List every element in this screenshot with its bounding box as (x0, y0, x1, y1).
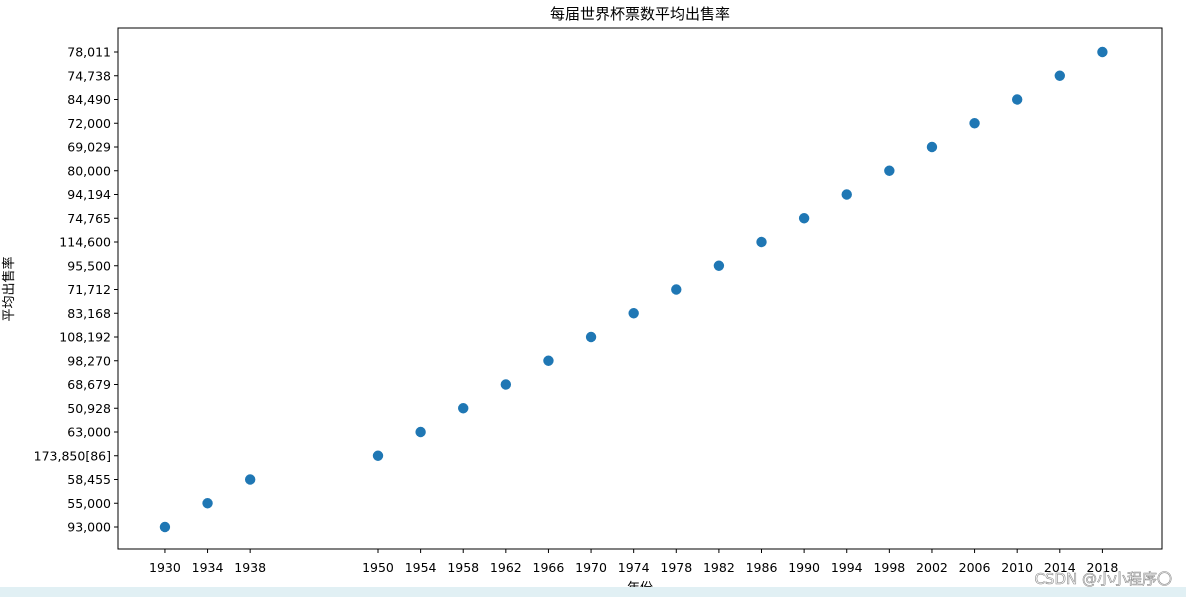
y-tick-label: 95,500 (67, 258, 111, 273)
x-tick-label: 1934 (192, 560, 224, 575)
plot-frame (117, 27, 1163, 550)
x-tick-label: 1978 (660, 560, 692, 575)
x-tick-label: 1954 (405, 560, 437, 575)
y-tick-label: 74,738 (67, 68, 111, 83)
x-tick-label: 1958 (447, 560, 479, 575)
data-point (543, 355, 554, 366)
x-tick-label: 1990 (788, 560, 820, 575)
x-axis: 1930 1934 1938 1950 1954 1958 1962 1966 1970 1974… (149, 549, 1118, 575)
data-point (798, 213, 810, 224)
data-point (884, 165, 895, 176)
x-tick-label: 1982 (703, 560, 735, 575)
data-point (756, 236, 767, 248)
data-point (628, 308, 639, 319)
x-tick-label: 1950 (362, 560, 394, 575)
y-tick-label: 173,850[86] (34, 448, 111, 463)
x-tick-label: 1974 (618, 560, 650, 575)
data-point (1011, 94, 1023, 105)
data-point (159, 521, 171, 533)
x-tick-label: 1938 (234, 560, 266, 575)
x-tick-label: 1986 (746, 560, 778, 575)
y-tick-label: 58,455 (67, 472, 111, 487)
data-point (585, 331, 597, 343)
y-tick-label: 74,765 (67, 211, 111, 226)
y-tick-label: 108,192 (59, 330, 111, 345)
y-axis: 93,000 55,000 58,455 173,850[86] 63,000 50,92… (34, 45, 118, 535)
data-point (202, 498, 213, 509)
data-point (244, 474, 256, 485)
x-tick-label: 1998 (873, 560, 905, 575)
x-tick-label: 2018 (1087, 560, 1119, 575)
y-tick-label: 94,194 (67, 187, 111, 202)
data-point (671, 284, 682, 295)
y-tick-label: 63,000 (67, 425, 111, 440)
data-point (415, 426, 426, 438)
y-tick-label: 50,928 (67, 401, 111, 416)
data-point (713, 260, 725, 271)
data-point (969, 118, 980, 129)
y-tick-label: 93,000 (67, 520, 111, 535)
data-point (458, 403, 469, 414)
y-tick-label: 72,000 (67, 116, 111, 131)
y-tick-label: 83,168 (67, 306, 111, 321)
x-tick-label: 2010 (1001, 560, 1033, 575)
data-point (500, 379, 512, 390)
y-axis-label: 平均出售率 (1, 256, 17, 321)
bottom-strip (0, 587, 1186, 597)
data-point (841, 189, 852, 200)
y-tick-label: 98,270 (67, 353, 111, 368)
x-tick-label: 2002 (916, 560, 948, 575)
chart-title: 每届世界杯票数平均出售率 (550, 5, 730, 23)
y-tick-label: 69,029 (67, 140, 111, 155)
y-tick-label: 84,490 (67, 92, 111, 107)
data-point (1054, 70, 1065, 81)
x-tick-label: 1966 (533, 560, 565, 575)
y-tick-label: 114,600 (59, 235, 111, 250)
x-tick-label: 2014 (1044, 560, 1076, 575)
x-tick-label: 1930 (149, 560, 181, 575)
y-tick-label: 71,712 (67, 282, 111, 297)
x-tick-label: 1994 (831, 560, 863, 575)
x-tick-label: 1962 (490, 560, 522, 575)
data-point (926, 141, 938, 153)
y-tick-label: 80,000 (67, 163, 111, 178)
data-points (159, 46, 1108, 533)
y-tick-label: 68,679 (67, 377, 111, 392)
x-tick-label: 2006 (959, 560, 991, 575)
data-point (1097, 46, 1108, 58)
data-point (372, 450, 384, 461)
y-tick-label: 55,000 (67, 496, 111, 511)
watermark: CSDN @小小程序〇 (1034, 570, 1172, 588)
y-tick-label: 78,011 (67, 45, 111, 60)
x-tick-label: 1970 (575, 560, 607, 575)
